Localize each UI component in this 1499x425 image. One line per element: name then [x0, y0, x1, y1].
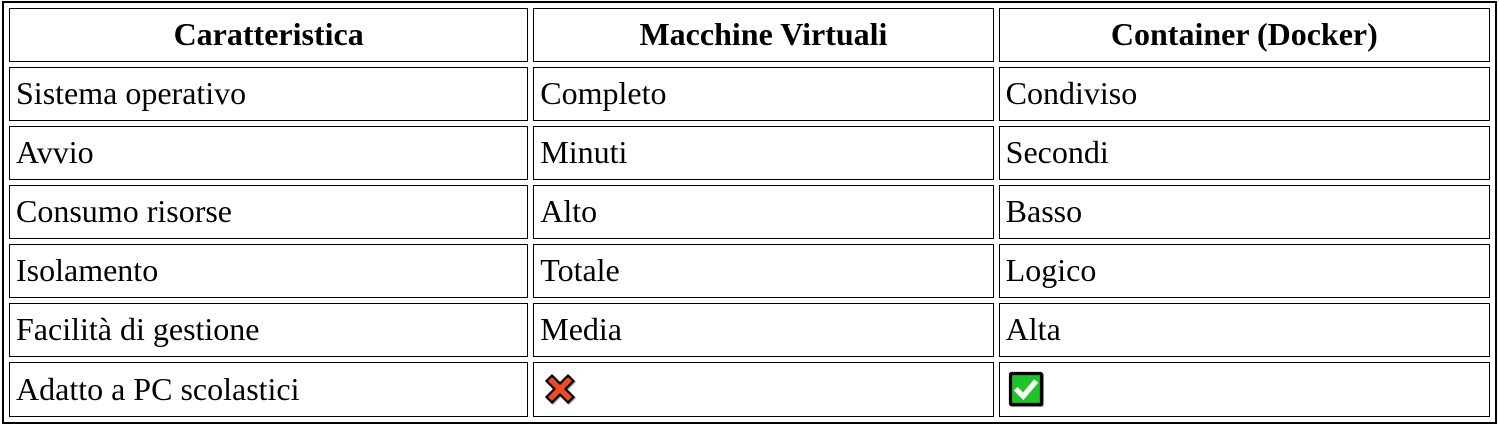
vm-cell: Totale — [533, 244, 994, 298]
feature-cell: Consumo risorse — [9, 185, 529, 239]
container-cell: Secondi — [998, 126, 1490, 180]
table-row: Isolamento Totale Logico — [9, 244, 1490, 298]
check-mark-icon — [1008, 371, 1043, 407]
container-cell: Condiviso — [998, 67, 1490, 121]
container-cell: Alta — [998, 303, 1490, 357]
header-row: Caratteristica Macchine Virtuali Contain… — [9, 8, 1490, 62]
vm-suitability-cell — [533, 362, 994, 417]
feature-cell: Facilità di gestione — [9, 303, 529, 357]
table-row: Avvio Minuti Secondi — [9, 126, 1490, 180]
container-cell: Logico — [998, 244, 1490, 298]
cross-mark-icon — [545, 373, 576, 405]
header-container-docker: Container (Docker) — [998, 8, 1490, 62]
table-row: Sistema operativo Completo Condiviso — [9, 67, 1490, 121]
table-row: Facilità di gestione Media Alta — [9, 303, 1490, 357]
feature-cell: Adatto a PC scolastici — [9, 362, 529, 417]
feature-cell: Isolamento — [9, 244, 529, 298]
header-macchine-virtuali: Macchine Virtuali — [533, 8, 994, 62]
table-row: Consumo risorse Alto Basso — [9, 185, 1490, 239]
table-row: Adatto a PC scolastici — [9, 362, 1490, 417]
container-suitability-cell — [998, 362, 1490, 417]
container-cell: Basso — [998, 185, 1490, 239]
vm-cell: Minuti — [533, 126, 994, 180]
vm-cell: Alto — [533, 185, 994, 239]
vm-cell: Completo — [533, 67, 994, 121]
vm-cell: Media — [533, 303, 994, 357]
feature-cell: Avvio — [9, 126, 529, 180]
feature-cell: Sistema operativo — [9, 67, 529, 121]
header-caratteristica: Caratteristica — [9, 8, 529, 62]
